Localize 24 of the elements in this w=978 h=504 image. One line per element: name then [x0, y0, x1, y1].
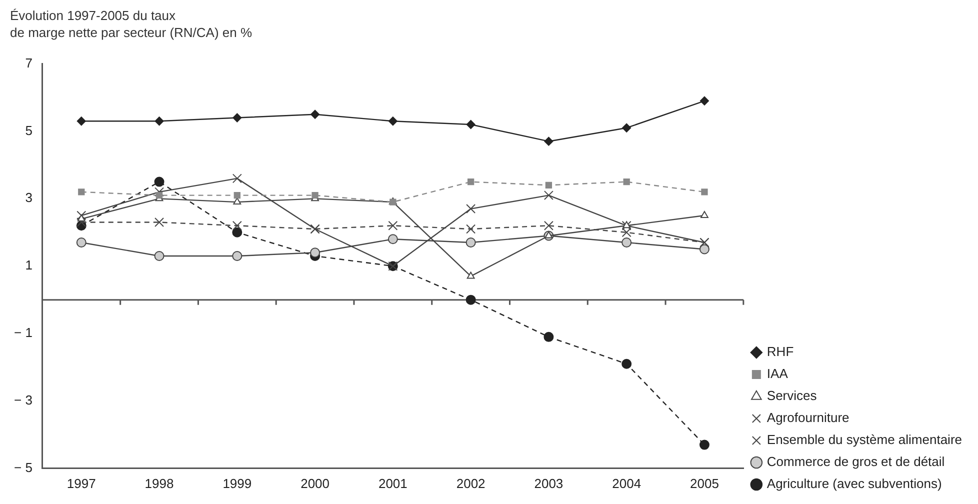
x-tick-label: 1999: [222, 476, 252, 491]
x-tick-label: 2005: [690, 476, 719, 491]
legend-label: RHF: [766, 344, 794, 360]
x-tick-label: 2002: [456, 476, 486, 491]
y-tick-label: − 1: [14, 325, 32, 340]
x-tick-label: 1998: [144, 476, 174, 491]
y-tick-label: 7: [25, 55, 32, 70]
legend-label: Agriculture (avec subventions): [766, 476, 942, 492]
x-tick-label: 2001: [378, 476, 408, 491]
x-tick-label: 1997: [66, 476, 96, 491]
x-tick-label: 2004: [612, 476, 642, 491]
y-tick-label: − 5: [14, 460, 32, 475]
y-tick-label: − 3: [14, 392, 32, 408]
legend-label: Ensemble du système alimentaire: [766, 432, 962, 448]
legend-label: IAA: [766, 366, 788, 382]
x-tick-label: 2000: [300, 476, 330, 491]
chart-title: Évolution 1997-2005 du taux de marge nette par secteur (RN/CA) en %: [10, 8, 252, 40]
x-tick-label: 2003: [534, 476, 564, 491]
legend-label: Services: [766, 388, 818, 404]
y-tick-label: 5: [25, 122, 32, 138]
legend-label: Commerce de gros et de détail: [766, 454, 945, 470]
legend-label: Agrofourniture: [766, 410, 850, 426]
y-tick-label: 1: [25, 258, 32, 273]
y-tick-label: 3: [25, 190, 32, 206]
